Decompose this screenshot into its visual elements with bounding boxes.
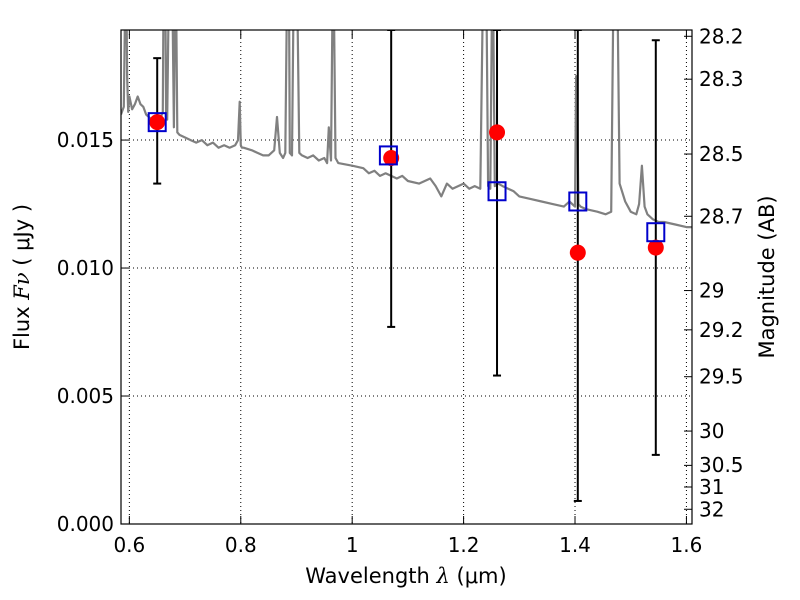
y2-tick-label: 31 xyxy=(699,475,724,499)
ticks: 0.6 0.8 1 1.2 1.4 1.6 0.000 0.005 0.010 0.015 28.2… xyxy=(57,24,744,557)
x-axis-label-symbol: λ xyxy=(436,564,450,588)
y-axis-label-unit: ( μJy ) xyxy=(10,204,34,272)
template-spectrum-line xyxy=(121,30,692,229)
y2-tick-label: 30.5 xyxy=(699,453,744,477)
x-tick-label: 1.4 xyxy=(559,533,591,557)
y2-tick-label: 29.5 xyxy=(699,365,744,389)
model-point xyxy=(646,222,666,243)
observed-point xyxy=(149,114,166,131)
y2-tick-label: 32 xyxy=(699,497,724,521)
y-tick-label: 0.015 xyxy=(57,128,114,152)
plot-area xyxy=(121,30,692,502)
y2-tick-label: 28.7 xyxy=(699,204,744,228)
grid xyxy=(121,30,692,525)
observed-point xyxy=(489,124,506,141)
model-point xyxy=(568,191,588,212)
model-point xyxy=(487,181,507,202)
observed-point xyxy=(569,244,586,261)
x-tick-label: 0.8 xyxy=(225,533,257,557)
x-axis-label: Wavelength λ (μm) xyxy=(305,564,506,588)
x-axis-label-prefix: Wavelength xyxy=(305,564,436,588)
y2-tick-label: 29 xyxy=(699,279,724,303)
model-point xyxy=(378,145,398,166)
observed-point xyxy=(647,239,664,256)
y-tick-label: 0.010 xyxy=(57,256,114,280)
y2-tick-label: 28.5 xyxy=(699,142,744,166)
y2-tick-label: 30 xyxy=(699,419,724,443)
model-point xyxy=(147,112,167,133)
y-axis-label: Flux Fν ( μJy ) xyxy=(10,204,34,350)
x-axis-label-unit: (μm) xyxy=(450,564,507,588)
x-tick-label: 1.2 xyxy=(448,533,480,557)
x-tick-label: 0.6 xyxy=(113,533,145,557)
plot-frame xyxy=(120,29,693,525)
observed-point xyxy=(383,149,400,166)
x-tick-label: 1 xyxy=(346,533,359,557)
y-tick-label: 0.000 xyxy=(57,512,114,536)
y2-tick-label: 28.3 xyxy=(699,67,744,91)
y-axis-label-symbol: Fν xyxy=(10,272,34,301)
y2-tick-label: 29.2 xyxy=(699,318,744,342)
y-tick-label: 0.005 xyxy=(57,384,114,408)
y2-tick-label: 28.2 xyxy=(699,24,744,48)
y2-axis-label: Magnitude (AB) xyxy=(755,195,779,358)
axes-frame xyxy=(120,29,693,525)
x-tick-label: 1.6 xyxy=(671,533,703,557)
y-axis-label-prefix: Flux xyxy=(10,300,34,350)
